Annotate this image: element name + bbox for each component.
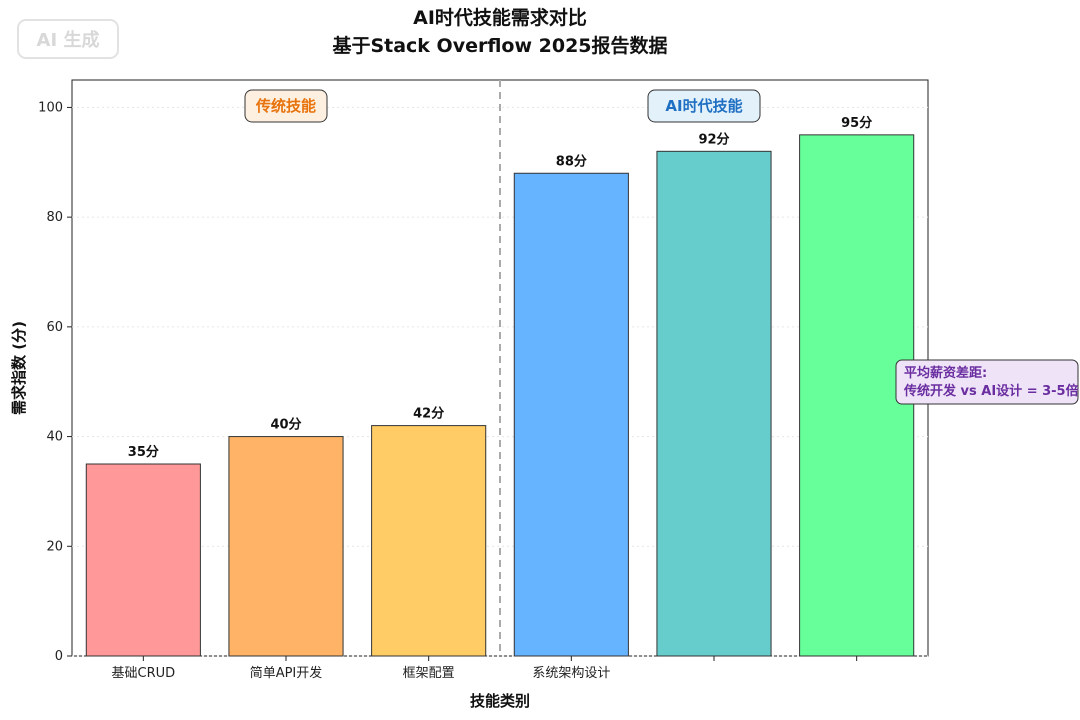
x-tick-label: 系统架构设计 (532, 666, 610, 681)
bar-5 (656, 150, 772, 657)
y-axis-ticks: 0 20 40 60 80 100 (38, 100, 72, 664)
x-axis-label: 技能类别 (470, 692, 530, 710)
bar-3 (371, 425, 487, 657)
section-label-box (244, 89, 328, 123)
section-label-text: 传统技能 (255, 97, 316, 115)
chart-subtitle: 基于Stack Overflow 2025报告数据 (331, 34, 667, 57)
y-tick-label: 60 (46, 320, 63, 335)
bar-6 (799, 134, 915, 657)
bar-2 (228, 436, 344, 657)
value-labels: 35分 40分 42分 88分 92分 95分 (128, 115, 872, 460)
y-tick-label: 0 (55, 649, 63, 664)
bar-value-label: 42分 (413, 406, 444, 422)
annotation-line-1: 平均薪资差距: (904, 365, 987, 381)
bar-value-label: 35分 (128, 444, 159, 460)
watermark-frame (17, 19, 119, 59)
watermark-text: AI 生成 (37, 29, 100, 51)
salary-gap-annotation: 平均薪资差距: 传统开发 vs AI设计 = 3-5倍 (895, 359, 1079, 405)
x-axis-ticks: 基础CRUD 简单API开发 框架配置 系统架构设计 (112, 656, 858, 681)
y-axis-label: 需求指数 (分) (10, 321, 28, 415)
bars (85, 134, 915, 657)
x-tick-label: 框架配置 (403, 666, 455, 681)
x-tick-label: 基础CRUD (112, 666, 176, 681)
y-tick-label: 40 (46, 430, 63, 445)
y-tick-label: 100 (38, 100, 63, 115)
bar-1 (85, 463, 201, 657)
y-tick-label: 20 (46, 539, 63, 554)
section-label-text: AI时代技能 (665, 97, 742, 115)
annotation-box (895, 359, 1079, 405)
annotation-line-2: 传统开发 vs AI设计 = 3-5倍 (903, 383, 1079, 399)
bar-value-label: 92分 (698, 131, 729, 147)
bar-value-label: 95分 (841, 115, 872, 131)
bar-value-label: 88分 (556, 153, 587, 169)
bar-4 (513, 172, 629, 657)
x-tick-label: 简单API开发 (250, 665, 323, 681)
section-label-box (647, 89, 761, 123)
chart-title: AI时代技能需求对比 (413, 6, 587, 29)
bar-value-label: 40分 (270, 417, 301, 433)
y-tick-label: 80 (46, 210, 63, 225)
section-label-2: AI时代技能 (647, 89, 761, 123)
section-label-1: 传统技能 (244, 89, 328, 123)
section-labels: 传统技能 AI时代技能 (244, 89, 761, 123)
